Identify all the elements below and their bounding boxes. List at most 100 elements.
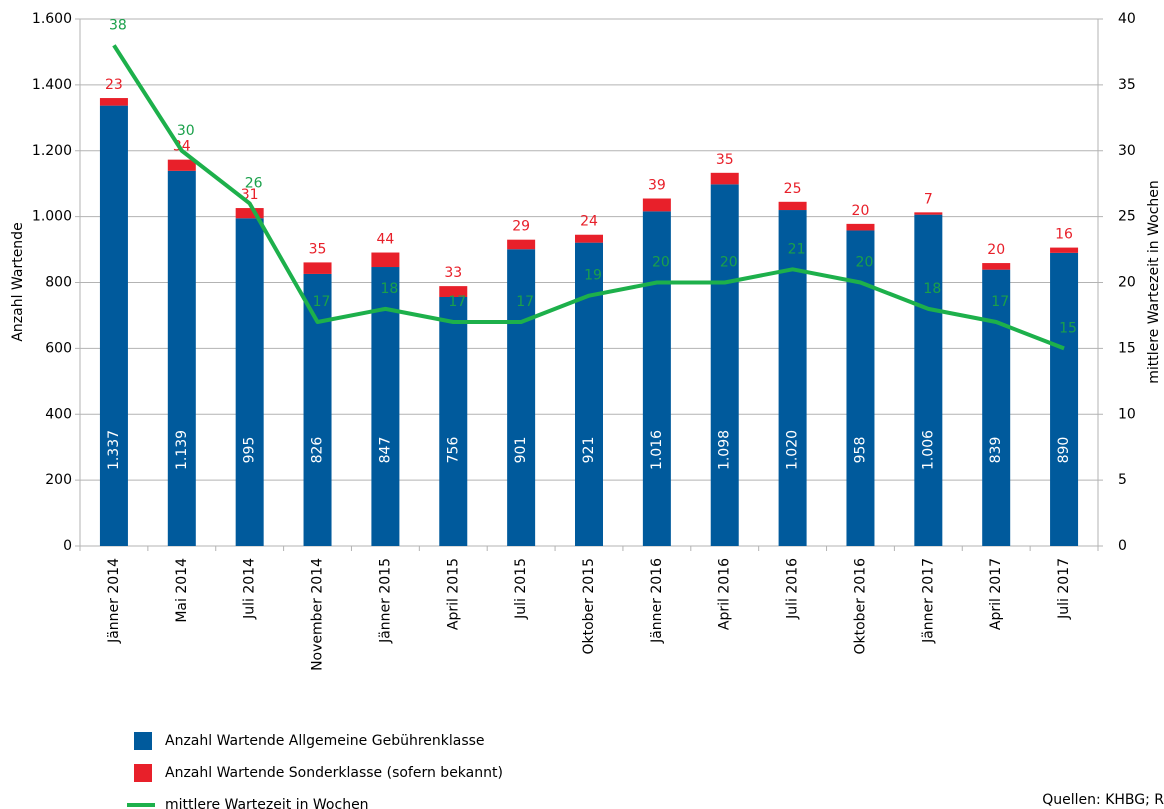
bar-label: 35 [716, 152, 734, 168]
line-label: 18 [923, 281, 941, 297]
y2-tick-label: 15 [1118, 340, 1136, 356]
bar [439, 296, 468, 546]
y-tick-label: 1.600 [32, 11, 72, 27]
source: Quellen: KHBG; R [1042, 792, 1164, 808]
bar-label: 1.020 [785, 430, 801, 470]
bar-label: 29 [512, 219, 530, 235]
bar-label: 756 [445, 437, 461, 464]
x-tick-label: Jänner 2014 [106, 558, 122, 644]
y2-tick-label: 40 [1118, 11, 1136, 27]
line-label: 17 [991, 294, 1009, 310]
x-tick-label: April 2017 [988, 558, 1004, 630]
bar [914, 214, 943, 546]
y-tick-label: 1.400 [32, 77, 72, 93]
bar-label: 890 [1056, 437, 1072, 464]
bar [507, 249, 536, 546]
y2-tick-label: 0 [1118, 538, 1127, 554]
legend-label: mittlere Wartezeit in Wochen [165, 797, 369, 809]
bar [167, 159, 196, 171]
y-tick-label: 600 [45, 340, 72, 356]
y-tick-label: 1.200 [32, 143, 72, 159]
bar-label: 44 [376, 232, 394, 248]
y-tick-label: 200 [45, 472, 72, 488]
x-tick-label: April 2016 [717, 558, 733, 630]
bar-label: 39 [648, 178, 666, 194]
line [112, 44, 1065, 351]
y2-tick-label: 10 [1118, 406, 1136, 422]
bar-label: 921 [581, 437, 597, 464]
bar-label: 901 [513, 437, 529, 464]
bar-label: 958 [852, 437, 868, 464]
bar-label: 16 [1055, 227, 1073, 243]
bar-label: 995 [242, 437, 258, 464]
line-label: 26 [245, 175, 263, 191]
line-label: 20 [856, 255, 874, 271]
y-tick-label: 1.000 [32, 209, 72, 225]
bar [1050, 252, 1079, 546]
x-tick-label: Juli 2017 [1056, 558, 1072, 620]
line-label: 20 [652, 255, 670, 271]
line-label: 21 [788, 241, 806, 257]
legend-swatch [134, 732, 152, 750]
bar-label: 24 [580, 214, 598, 230]
x-tick-label: Juli 2015 [513, 558, 529, 620]
bar-label: 1.016 [649, 430, 665, 470]
line-label: 18 [380, 281, 398, 297]
bar-label: 1.337 [106, 430, 122, 470]
x-tick-label: Jänner 2016 [649, 558, 665, 644]
bar-label: 20 [852, 203, 870, 219]
bar-label: 35 [309, 241, 327, 257]
x-tick-label: Mai 2014 [174, 558, 190, 623]
x-tick-label: Oktober 2015 [581, 558, 597, 655]
bar [914, 212, 943, 215]
bar [235, 208, 264, 219]
line-label: 30 [177, 123, 195, 139]
legend-swatch [134, 764, 152, 782]
bar [575, 234, 603, 243]
bar [575, 242, 603, 546]
bar-label: 847 [377, 437, 393, 464]
bar [371, 267, 400, 546]
x-tick-label: November 2014 [310, 558, 326, 671]
bar-label: 7 [924, 191, 933, 207]
legend-label: Anzahl Wartende Sonderklasse (sofern bek… [165, 765, 503, 781]
bar [982, 263, 1011, 270]
y-tick-label: 400 [45, 406, 72, 422]
x-tick-label: Juli 2016 [785, 558, 801, 620]
bar [99, 105, 128, 547]
y2-axis-label: mittlere Wartezeit in Wochen [1146, 180, 1162, 384]
line-label: 17 [516, 294, 534, 310]
bar [439, 286, 468, 297]
bar-label: 839 [988, 437, 1004, 464]
bar [710, 172, 739, 185]
bar-label: 826 [310, 437, 326, 464]
x-tick-label: April 2015 [445, 558, 461, 630]
line-label: 17 [313, 294, 331, 310]
bar-label: 1.139 [174, 430, 190, 470]
bar [642, 211, 671, 547]
bar [710, 184, 739, 546]
bar [167, 170, 196, 547]
line-label: 38 [109, 17, 127, 33]
bar [303, 262, 332, 274]
bar [99, 98, 128, 106]
bar [778, 201, 807, 211]
line-label: 20 [720, 255, 738, 271]
x-tick-label: Jänner 2017 [920, 558, 936, 644]
x-tick-label: Oktober 2016 [852, 558, 868, 655]
bar [982, 269, 1011, 546]
y2-tick-label: 25 [1118, 209, 1136, 225]
bar-label: 1.098 [717, 430, 733, 470]
bar [371, 252, 400, 268]
bar [642, 198, 671, 212]
y2-tick-label: 20 [1118, 275, 1136, 291]
y2-tick-label: 30 [1118, 143, 1136, 159]
line-label: 17 [448, 294, 466, 310]
bar-label: 33 [444, 265, 462, 281]
legend-label: Anzahl Wartende Allgemeine Gebührenklass… [165, 733, 485, 749]
line-label: 15 [1059, 320, 1077, 336]
bar [778, 210, 807, 546]
y-tick-label: 800 [45, 275, 72, 291]
bar-label: 23 [105, 77, 123, 93]
